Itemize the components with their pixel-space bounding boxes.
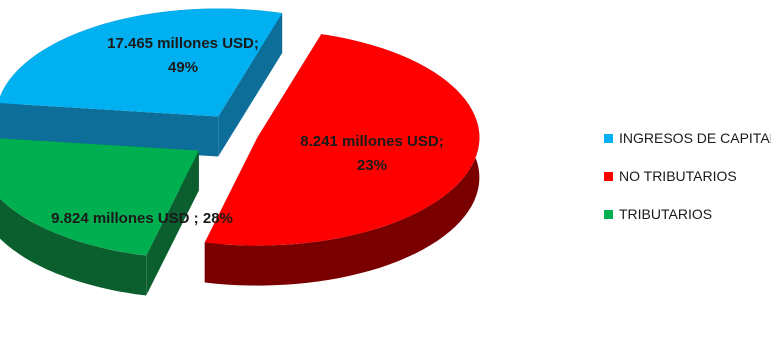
legend-item: NO TRIBUTARIOS xyxy=(604,168,737,184)
legend: INGRESOS DE CAPITAL NO TRIBUTARIOS TRIBUTA… xyxy=(604,130,771,222)
legend-label: NO TRIBUTARIOS xyxy=(619,168,737,184)
pie-slice-top xyxy=(0,138,199,256)
pie-slice-top xyxy=(204,34,480,246)
data-label: 9.824 millones USD ; 28% xyxy=(51,210,233,227)
pie-slice-edge xyxy=(218,13,283,157)
data-label: 8.241 millones USD; 23% xyxy=(300,133,443,174)
legend-swatch xyxy=(604,172,613,181)
legend-swatch xyxy=(604,134,613,143)
pie-slice-side xyxy=(0,198,147,296)
pie-slice-ingresos-de-capital xyxy=(0,8,283,157)
pie-slice-top xyxy=(0,8,283,117)
legend-swatch xyxy=(604,210,613,219)
pie-slice-no-tributarios xyxy=(204,34,480,286)
legend-label: TRIBUTARIOS xyxy=(619,206,712,222)
legend-item: TRIBUTARIOS xyxy=(604,206,712,222)
legend-item: INGRESOS DE CAPITAL xyxy=(604,130,771,146)
pie-slice-tributarios xyxy=(0,138,199,296)
data-label: 17.465 millones USD; 49% xyxy=(107,35,259,76)
legend-label: INGRESOS DE CAPITAL xyxy=(619,130,771,146)
